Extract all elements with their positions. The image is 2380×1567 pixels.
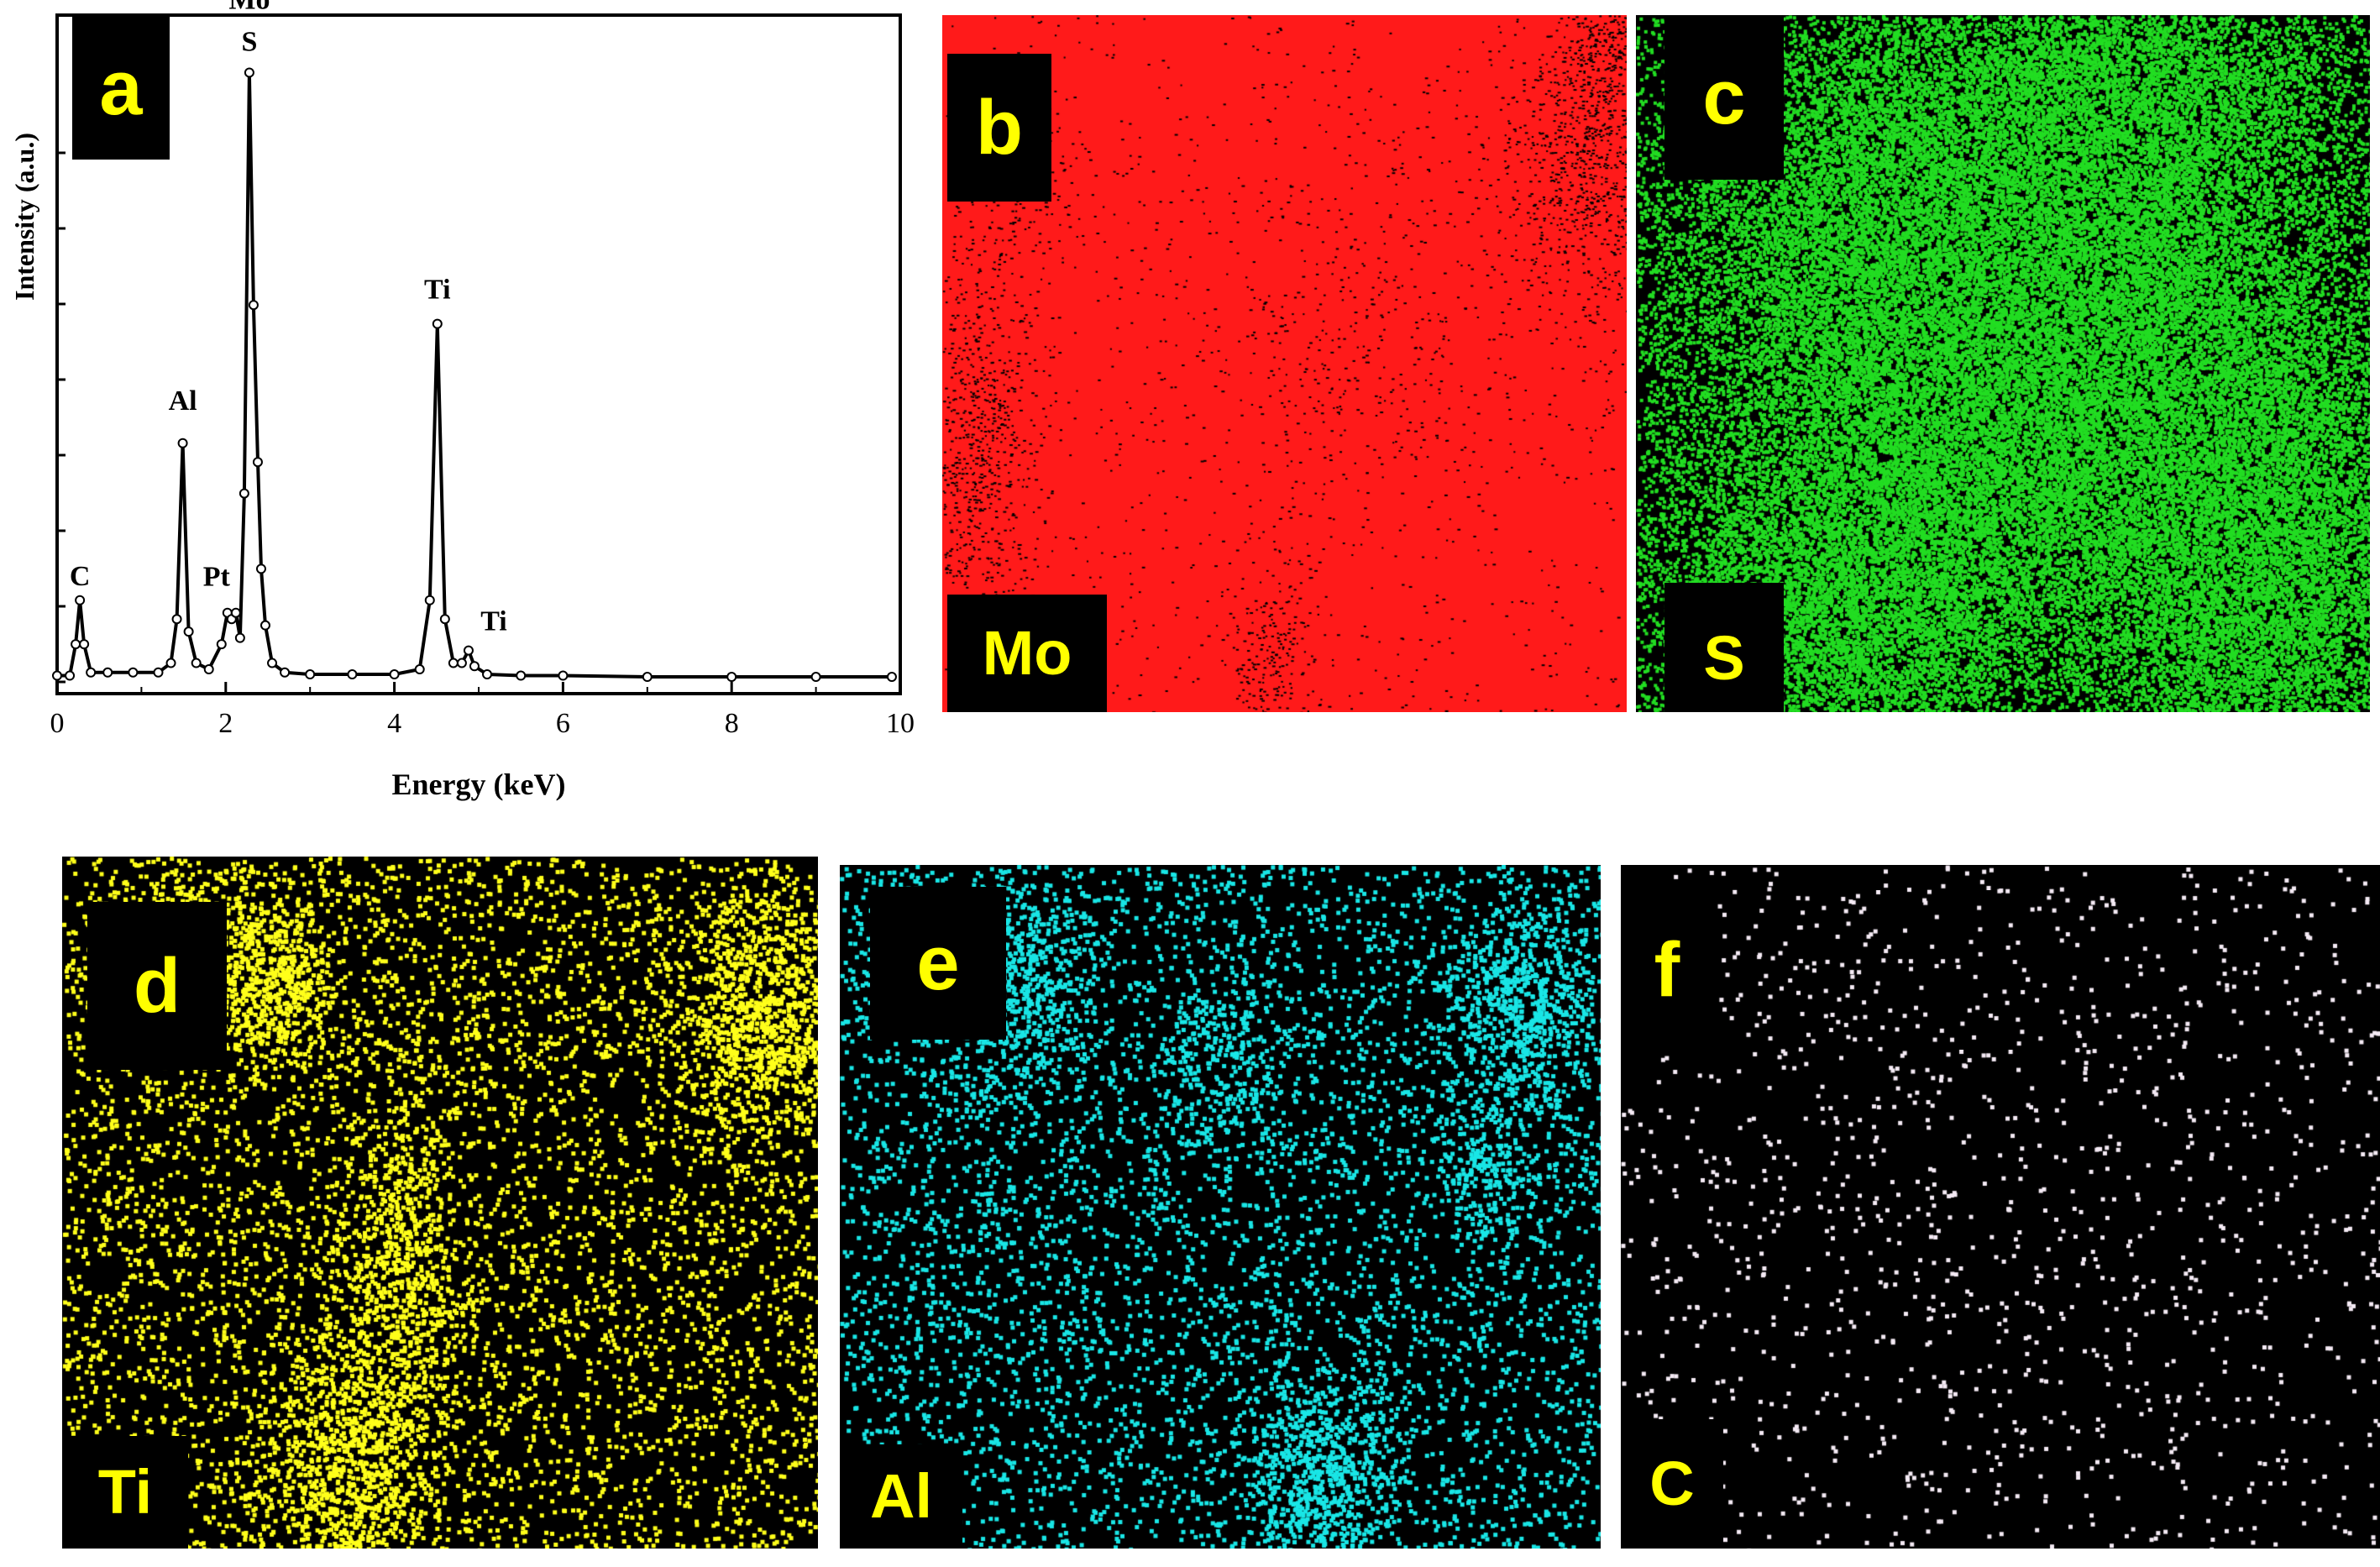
ti-element-map: d Ti bbox=[62, 857, 818, 1549]
data-point bbox=[448, 658, 459, 668]
data-point bbox=[810, 672, 821, 683]
al-element-map: e Al bbox=[840, 865, 1601, 1549]
x-tick-label: 0 bbox=[50, 708, 65, 739]
peak-label: S bbox=[241, 26, 257, 57]
data-point bbox=[482, 669, 493, 680]
data-point bbox=[255, 563, 266, 574]
data-point bbox=[79, 639, 90, 650]
panel-label-c: c bbox=[1664, 15, 1784, 180]
data-point bbox=[642, 672, 653, 683]
s-element-map: c S bbox=[1636, 15, 2370, 712]
data-point bbox=[726, 672, 737, 683]
data-point bbox=[886, 672, 897, 683]
data-point bbox=[516, 670, 527, 681]
data-point bbox=[463, 645, 474, 656]
x-axis-label: Energy (keV) bbox=[392, 768, 566, 801]
data-point bbox=[305, 669, 316, 680]
eds-spectrum-panel: 0 2 4 6 8 10 Energy (keV) Intensity (a.u.) C Al Pt… bbox=[0, 0, 924, 823]
data-point bbox=[171, 614, 182, 625]
panel-label-b: b bbox=[947, 54, 1051, 202]
x-tick-label: 4 bbox=[387, 708, 401, 739]
data-point bbox=[216, 639, 227, 650]
data-point bbox=[153, 667, 164, 678]
panel-label-e: e bbox=[870, 887, 1006, 1040]
peak-label: Pt bbox=[203, 562, 231, 593]
element-label-c: C bbox=[1621, 1419, 1723, 1549]
peak-label: C bbox=[70, 561, 91, 592]
peak-label: Al bbox=[169, 385, 197, 417]
data-point bbox=[65, 670, 76, 681]
x-tick-label: 8 bbox=[725, 708, 739, 739]
data-point bbox=[347, 669, 358, 680]
x-tick-label: 6 bbox=[556, 708, 570, 739]
data-point bbox=[389, 669, 400, 680]
peak-label: Ti bbox=[480, 606, 507, 637]
data-point bbox=[71, 639, 81, 650]
data-point bbox=[52, 670, 62, 681]
data-point bbox=[267, 658, 278, 668]
data-point bbox=[86, 667, 97, 678]
x-tick-label: 10 bbox=[886, 708, 915, 739]
spectrum-line bbox=[57, 71, 892, 679]
data-point bbox=[128, 667, 139, 678]
data-point bbox=[165, 658, 176, 668]
element-label-al: Al bbox=[840, 1444, 962, 1549]
data-point bbox=[252, 457, 263, 468]
panel-label-d: d bbox=[87, 902, 227, 1070]
panel-label-a: a bbox=[72, 17, 170, 160]
data-point bbox=[177, 438, 188, 448]
data-point bbox=[456, 658, 467, 668]
data-point bbox=[558, 670, 569, 681]
data-point bbox=[248, 300, 259, 311]
element-label-mo: Mo bbox=[947, 595, 1107, 712]
peak-label: Ti bbox=[424, 275, 451, 306]
data-point bbox=[414, 664, 425, 675]
x-tick-label: 2 bbox=[218, 708, 233, 739]
data-point bbox=[259, 620, 270, 631]
data-point bbox=[432, 318, 443, 329]
data-point bbox=[239, 488, 249, 499]
data-point bbox=[75, 595, 86, 605]
y-axis-label: Intensity (a.u.) bbox=[9, 133, 39, 301]
eds-spectrum-chart: 0 2 4 6 8 10 Energy (keV) Intensity (a.u.) C Al Pt… bbox=[9, 0, 915, 801]
data-point bbox=[191, 658, 202, 668]
mo-element-map: b Mo bbox=[942, 15, 1627, 712]
c-map-image bbox=[1621, 865, 2380, 1549]
data-point bbox=[469, 661, 480, 672]
peak-label: Mo bbox=[228, 0, 270, 15]
element-label-s: S bbox=[1664, 583, 1784, 712]
data-point bbox=[203, 664, 214, 675]
data-point bbox=[230, 607, 241, 618]
data-point bbox=[234, 632, 245, 643]
c-element-map: f C bbox=[1621, 865, 2380, 1549]
element-label-ti: Ti bbox=[62, 1436, 188, 1549]
data-point bbox=[244, 67, 254, 78]
data-point bbox=[280, 667, 291, 678]
data-point bbox=[102, 667, 113, 678]
panel-label-f: f bbox=[1621, 890, 1713, 1050]
data-point bbox=[439, 614, 450, 625]
data-point bbox=[424, 595, 435, 605]
plot-frame bbox=[55, 13, 902, 695]
data-point bbox=[183, 626, 194, 637]
